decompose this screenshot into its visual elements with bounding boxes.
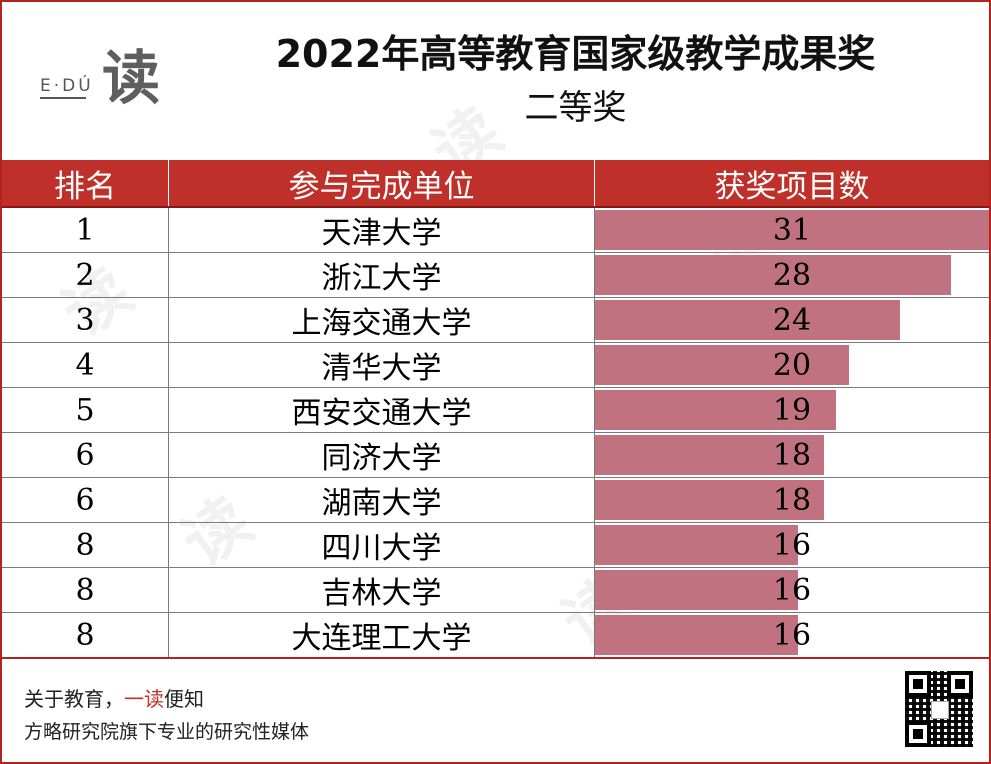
rank-cell: 8: [2, 522, 169, 568]
count-value: 19: [772, 392, 812, 428]
rank-cell: 2: [2, 252, 169, 298]
column-header-rank: 排名: [2, 160, 169, 208]
table-row: 8 四川大学 16: [2, 522, 989, 568]
qr-code-icon: [905, 671, 973, 747]
qr-finder: [905, 671, 931, 697]
unit-cell: 吉林大学: [168, 567, 595, 613]
page-title: 2022年高等教育国家级教学成果奖: [275, 32, 876, 76]
count-cell: 18: [594, 432, 989, 478]
unit-cell: 同济大学: [168, 432, 595, 478]
unit-cell: 大连理工大学: [168, 612, 595, 658]
count-value: 18: [772, 437, 812, 473]
table-row: 3 上海交通大学 24: [2, 297, 989, 343]
count-bar: [595, 255, 951, 295]
edu-logo: E·DÚ 读: [40, 46, 170, 116]
slogan-suffix: 便知: [164, 687, 204, 711]
slogan-prefix: 关于教育，: [24, 687, 124, 711]
count-value: 16: [772, 527, 812, 563]
rank-cell: 8: [2, 567, 169, 613]
count-bar: [595, 480, 824, 520]
qr-finder: [947, 671, 973, 697]
footer-slogan: 关于教育，一读便知: [24, 683, 204, 712]
column-header-unit: 参与完成单位: [168, 160, 595, 208]
count-value: 20: [772, 347, 812, 383]
table-row: 6 同济大学 18: [2, 432, 989, 478]
footer: 关于教育，一读便知 方略研究院旗下专业的研究性媒体: [2, 657, 989, 762]
count-bar: [595, 570, 799, 610]
count-bar: [595, 300, 901, 340]
rank-cell: 6: [2, 477, 169, 523]
unit-cell: 浙江大学: [168, 252, 595, 298]
count-value: 31: [772, 212, 812, 248]
count-cell: 16: [594, 567, 989, 613]
count-value: 16: [772, 572, 812, 608]
logo-mark: 读: [102, 44, 161, 112]
count-cell: 24: [594, 297, 989, 343]
unit-cell: 西安交通大学: [168, 387, 595, 433]
qr-finder: [905, 721, 931, 747]
unit-cell: 清华大学: [168, 342, 595, 388]
count-value: 18: [772, 482, 812, 518]
count-value: 28: [772, 257, 812, 293]
count-bar: [595, 615, 799, 655]
count-bar: [595, 210, 989, 250]
count-cell: 16: [594, 522, 989, 568]
count-cell: 31: [594, 207, 989, 253]
table-row: 5 西安交通大学 19: [2, 387, 989, 433]
count-cell: 18: [594, 477, 989, 523]
rank-cell: 8: [2, 612, 169, 658]
count-bar: [595, 435, 824, 475]
table-row: 4 清华大学 20: [2, 342, 989, 388]
count-bar: [595, 525, 799, 565]
count-cell: 16: [594, 612, 989, 658]
slogan-highlight: 一读: [124, 687, 164, 711]
table-row: 1 天津大学 31: [2, 207, 989, 253]
qr-center-logo: [931, 701, 949, 719]
unit-cell: 上海交通大学: [168, 297, 595, 343]
page-subtitle: 二等奖: [524, 88, 627, 128]
rank-cell: 4: [2, 342, 169, 388]
rank-cell: 5: [2, 387, 169, 433]
rank-cell: 1: [2, 207, 169, 253]
unit-cell: 湖南大学: [168, 477, 595, 523]
table-row: 8 大连理工大学 16: [2, 612, 989, 658]
header: E·DÚ 读 2022年高等教育国家级教学成果奖 二等奖: [2, 2, 989, 158]
logo-text: E·DÚ: [40, 76, 94, 96]
footer-description: 方略研究院旗下专业的研究性媒体: [24, 721, 310, 743]
ranking-table: 排名 参与完成单位 获奖项目数 1 天津大学 31 2 浙江大学 28 3 上海交通大学 24 4…: [2, 160, 989, 658]
count-cell: 28: [594, 252, 989, 298]
logo-line: [40, 97, 86, 99]
rank-cell: 6: [2, 432, 169, 478]
table-row: 2 浙江大学 28: [2, 252, 989, 298]
count-value: 16: [772, 617, 812, 653]
count-value: 24: [772, 302, 812, 338]
count-cell: 19: [594, 387, 989, 433]
column-header-count: 获奖项目数: [594, 160, 989, 208]
unit-cell: 天津大学: [168, 207, 595, 253]
table-header-row: 排名 参与完成单位 获奖项目数: [2, 160, 989, 208]
count-cell: 20: [594, 342, 989, 388]
count-bar: [595, 345, 850, 385]
table-row: 6 湖南大学 18: [2, 477, 989, 523]
rank-cell: 3: [2, 297, 169, 343]
table-row: 8 吉林大学 16: [2, 567, 989, 613]
count-bar: [595, 390, 837, 430]
unit-cell: 四川大学: [168, 522, 595, 568]
